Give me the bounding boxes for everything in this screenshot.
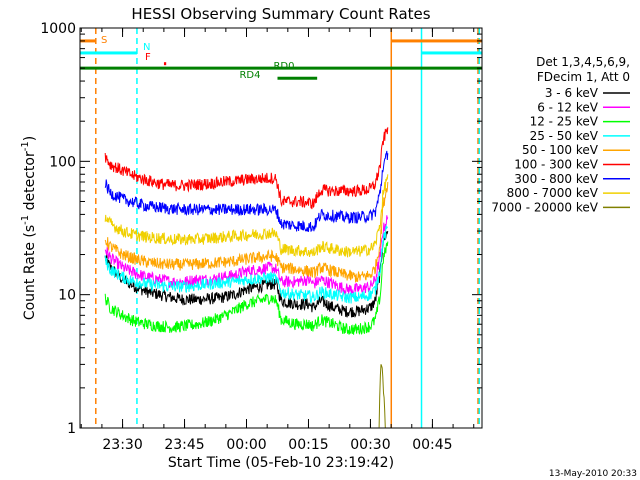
timestamp: 13-May-2010 20:33 xyxy=(549,469,637,479)
x-tick-label: 00:15 xyxy=(288,437,328,453)
y-tick-label: 1 xyxy=(67,421,76,437)
legend-entry-50-100-kev: 50 - 100 keV xyxy=(522,143,599,157)
legend-entry-6-12-kev: 6 - 12 keV xyxy=(537,100,599,114)
bar-label-s: S xyxy=(101,35,107,46)
legend-entry-25-50-kev: 25 - 50 keV xyxy=(530,129,599,143)
bar-rd0-segment-0 xyxy=(80,66,482,70)
y-tick-label: 10 xyxy=(58,288,76,304)
bar-n-segment-0 xyxy=(80,51,137,55)
y-axis-label-mid: detector xyxy=(22,151,38,215)
bar-n-segment-1 xyxy=(421,51,482,55)
y-axis: 1 10 100 1000 xyxy=(40,21,482,437)
bar-s-segment-1 xyxy=(391,39,482,43)
y-tick-label: 1000 xyxy=(40,21,76,37)
x-tick-label: 00:00 xyxy=(226,437,266,453)
series-line-12-25-kev xyxy=(104,241,389,335)
chart-title: HESSI Observing Summary Count Rates xyxy=(131,5,430,23)
legend-entry-7000-20000-kev: 7000 - 20000 keV xyxy=(491,200,598,214)
x-tick-label: 23:45 xyxy=(164,437,204,453)
legend: Det 1,3,4,5,6,9, FDecim 1, Att 0 3 - 6 k… xyxy=(491,55,630,214)
y-axis-label-end: ) xyxy=(22,136,38,141)
y-axis-label-main: Count Rate (s xyxy=(22,225,38,320)
bar-rd4-segment-0 xyxy=(277,76,318,80)
x-tick-label: 23:30 xyxy=(102,437,142,453)
series-line-300-800-kev xyxy=(104,150,389,232)
y-axis-label-sup2: -1 xyxy=(20,141,31,151)
series-line-3-6-kev xyxy=(104,230,389,318)
series-line-25-50-kev xyxy=(104,224,388,305)
legend-entry-3-6-kev: 3 - 6 keV xyxy=(545,86,599,100)
bar-label-f: F xyxy=(145,52,151,63)
bar-f-segment-0 xyxy=(163,62,167,66)
series-line-100-300-kev xyxy=(104,127,389,210)
y-axis-label-sup1: -1 xyxy=(20,215,31,225)
series-line-50-100-kev xyxy=(104,181,389,283)
legend-header-2: FDecim 1, Att 0 xyxy=(537,70,630,84)
x-axis: 23:30 23:45 00:00 00:15 00:30 00:45 xyxy=(80,28,475,453)
x-tick-label: 00:45 xyxy=(412,437,452,453)
legend-header-1: Det 1,3,4,5,6,9, xyxy=(536,55,630,69)
series-line-800-7000-kev xyxy=(104,174,389,258)
legend-entry-300-800-kev: 300 - 800 keV xyxy=(514,172,598,186)
y-axis-label: Count Rate (s-1 detector-1) xyxy=(20,136,38,320)
legend-entry-12-25-kev: 12 - 25 keV xyxy=(530,115,599,129)
bar-s-segment-0 xyxy=(80,39,96,43)
legend-entry-100-300-kev: 100 - 300 keV xyxy=(514,158,598,172)
legend-entry-800-7000-kev: 800 - 7000 keV xyxy=(507,186,599,200)
bar-label-n: N xyxy=(143,42,150,53)
y-tick-label: 100 xyxy=(49,154,76,170)
x-tick-label: 00:30 xyxy=(350,437,390,453)
bar-label-rd4: RD4 xyxy=(239,70,260,81)
x-axis-label: Start Time (05-Feb-10 23:19:42) xyxy=(168,455,394,471)
series-line-7000-20000-kev xyxy=(378,364,386,429)
plot-area: S NF RD0 RD4 xyxy=(80,28,482,429)
bar-label-rd0: RD0 xyxy=(273,61,294,72)
plot-frame xyxy=(79,27,483,429)
